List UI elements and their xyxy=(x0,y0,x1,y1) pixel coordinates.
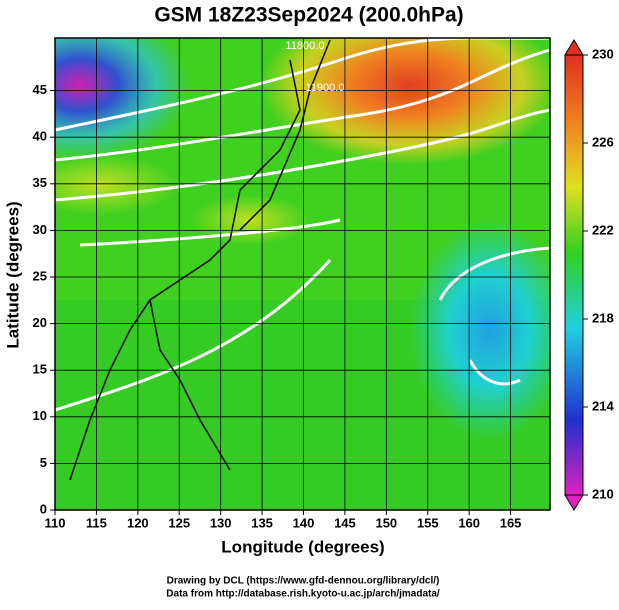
y-tick-label: 0 xyxy=(40,501,47,516)
x-tick-label: 160 xyxy=(458,515,480,530)
field xyxy=(55,38,550,510)
credit: Drawing by DCL (https://www.gfd-dennou.o… xyxy=(167,576,440,587)
x-tick-label: 110 xyxy=(45,515,66,530)
x-tick-label: 135 xyxy=(251,515,273,530)
x-tick-label: 115 xyxy=(86,515,107,530)
x-tick-label: 120 xyxy=(127,515,149,530)
x-tick-label: 145 xyxy=(334,515,356,530)
colorbar-tick-label: 214 xyxy=(592,398,614,413)
x-tick-label: 165 xyxy=(500,515,522,530)
colorbar-cap xyxy=(564,494,584,511)
y-tick-label: 10 xyxy=(33,408,47,423)
x-tick-label: 125 xyxy=(168,515,190,530)
colorbar-tick-label: 210 xyxy=(592,486,614,501)
y-tick-label: 5 xyxy=(40,455,47,470)
colorbar-tick-label: 218 xyxy=(592,310,614,325)
colorbar-tick-label: 226 xyxy=(592,134,614,149)
x-tick-label: 140 xyxy=(293,515,315,530)
colorbar xyxy=(564,54,584,496)
plot-frame xyxy=(54,37,551,511)
y-tick-label: 20 xyxy=(33,315,47,330)
y-tick-label: 15 xyxy=(33,362,47,377)
x-tick-label: 155 xyxy=(417,515,439,530)
colorbar-cap xyxy=(564,39,584,56)
credit: Data from http://database.rish.kyoto-u.a… xyxy=(166,589,440,600)
y-tick-label: 30 xyxy=(33,222,47,237)
contour-label: 11800.0 xyxy=(286,40,325,52)
chart-title: GSM 18Z23Sep2024 (200.0hPa) xyxy=(154,4,463,27)
y-axis-label: Latitude (degrees) xyxy=(3,201,22,348)
colorbar-tick-label: 222 xyxy=(592,222,614,237)
x-tick-label: 150 xyxy=(375,515,397,530)
x-tick-label: 130 xyxy=(210,515,232,530)
y-tick-label: 25 xyxy=(33,268,47,283)
y-tick-label: 35 xyxy=(33,175,47,190)
contour-label: 11900.0 xyxy=(306,82,345,94)
y-tick-label: 40 xyxy=(33,129,47,144)
y-tick-label: 45 xyxy=(33,82,47,97)
x-axis-label: Longitude (degrees) xyxy=(221,537,384,556)
colorbar-tick-label: 230 xyxy=(592,46,614,61)
